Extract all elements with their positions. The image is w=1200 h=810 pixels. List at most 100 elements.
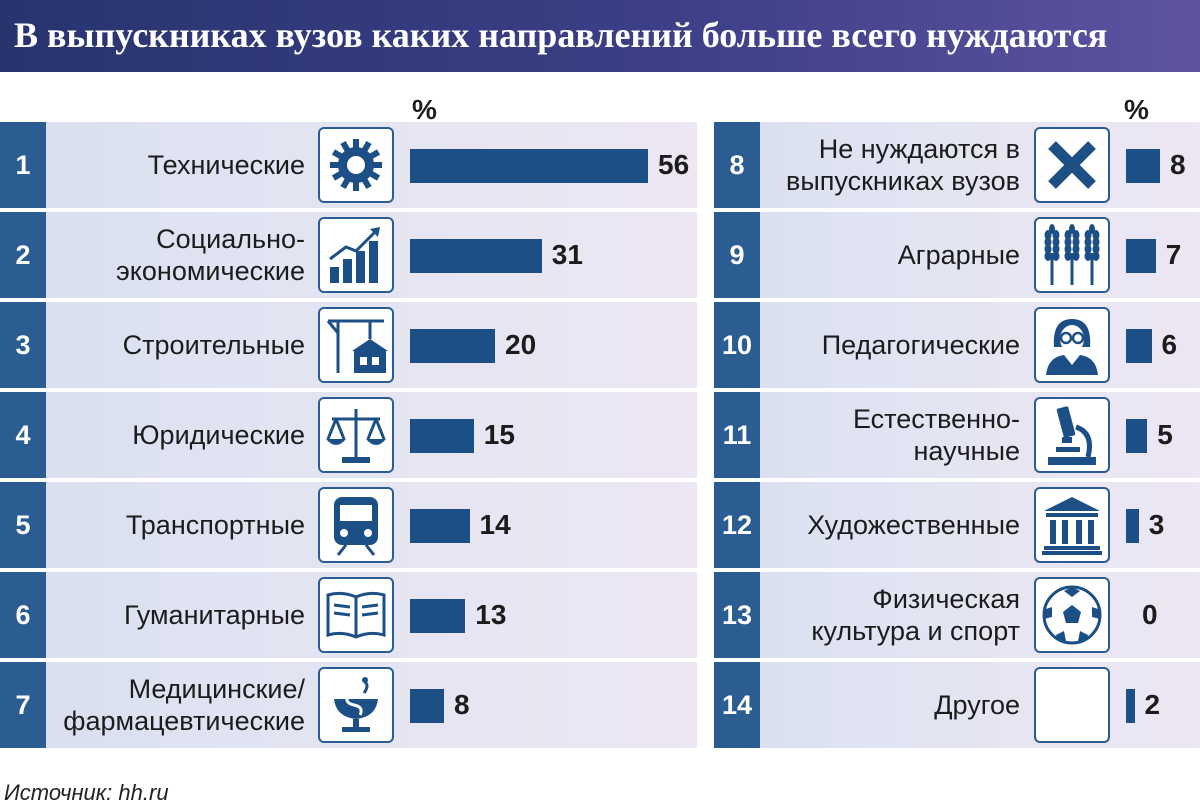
rank-number: 3 (0, 302, 46, 388)
chart-title: В выпускниках вузов каких направлений бо… (14, 15, 1108, 55)
chart-row: 2 Социально- экономические 31 (0, 212, 697, 298)
category-label: Педагогические (764, 302, 1020, 388)
chart-row: 13 Физическая культура и спорт 0 (714, 572, 1200, 658)
chart-row: 12 Художественные 3 (714, 482, 1200, 568)
category-label-text: Юридические (132, 420, 305, 450)
chart-row: 8 Не нуждаются в выпускниках вузов 8 (714, 122, 1200, 208)
chart-row: 11 Естественно- научные 5 (714, 392, 1200, 478)
bar (410, 149, 648, 183)
bar (1126, 329, 1152, 363)
category-label-text: Педагогические (821, 330, 1020, 360)
category-label-text: Естественно- научные (852, 404, 1020, 466)
category-label: Гуманитарные (50, 572, 305, 658)
category-label-text: Гуманитарные (123, 600, 305, 630)
category-label: Естественно- научные (764, 392, 1020, 478)
data-label: 31 (551, 239, 583, 270)
rank-number: 5 (0, 482, 46, 568)
percent-label-right: % (1124, 94, 1149, 125)
chart-row: 7 Медицинские/ фармацевтические 8 (0, 662, 697, 748)
category-label-text: Социально- экономические (116, 224, 305, 286)
data-label: 13 (475, 599, 507, 630)
data-label: 56 (658, 149, 690, 180)
category-label: Другое (764, 662, 1020, 748)
rank-number: 11 (714, 392, 760, 478)
chart-row: 5 Транспортные 14 (0, 482, 697, 568)
book-icon (318, 577, 394, 653)
rank-number: 7 (0, 662, 46, 748)
soccer-ball-icon (1034, 577, 1110, 653)
bar (1126, 149, 1160, 183)
category-label-text: Транспортные (125, 510, 305, 540)
data-label: 8 (1170, 149, 1186, 180)
rank-number: 8 (714, 122, 760, 208)
category-label: Технические (50, 122, 305, 208)
data-label: 14 (479, 509, 511, 540)
chart-row: 9 Аграрные 7 (714, 212, 1200, 298)
bar (1126, 689, 1135, 723)
data-label: 0 (1142, 599, 1158, 630)
data-label: 6 (1161, 329, 1178, 360)
percent-label-left: % (412, 94, 437, 125)
category-label-text: Технические (147, 150, 305, 180)
chart-row: 3 Строительные 20 (0, 302, 697, 388)
bar (410, 419, 474, 453)
bar (1126, 509, 1139, 543)
museum-icon (1034, 487, 1110, 563)
category-label: Социально- экономические (50, 212, 305, 298)
category-label-text: Не нуждаются в выпускниках вузов (786, 134, 1020, 196)
rank-number: 14 (714, 662, 760, 748)
category-label: Транспортные (50, 482, 305, 568)
data-label: 2 (1144, 689, 1161, 720)
bar (410, 239, 542, 273)
cross-icon (1034, 127, 1110, 203)
bar (410, 689, 444, 723)
data-label: 15 (483, 419, 515, 450)
rank-number: 13 (714, 572, 760, 658)
data-label: 20 (505, 329, 537, 360)
category-label-text: Медицинские/ фармацевтические (63, 674, 305, 736)
chart-row: 6 Гуманитарные 13 (0, 572, 697, 658)
rank-number: 2 (0, 212, 46, 298)
bar (1126, 419, 1148, 453)
data-label: 8 (454, 689, 470, 720)
chart-row: 1 Технические 56 (0, 122, 697, 208)
bar (410, 599, 466, 633)
chart-row: 4 Юридические 15 (0, 392, 697, 478)
train-icon (318, 487, 394, 563)
rank-number: 10 (714, 302, 760, 388)
header-banner: В выпускниках вузов каких направлений бо… (0, 0, 1200, 72)
bar (410, 509, 470, 543)
rank-number: 9 (714, 212, 760, 298)
bar (1126, 239, 1156, 273)
rank-number: 1 (0, 122, 46, 208)
data-label: 7 (1165, 239, 1182, 270)
category-label: Не нуждаются в выпускниках вузов (764, 122, 1020, 208)
empty-icon (1034, 667, 1110, 743)
category-label: Юридические (50, 392, 305, 478)
category-label-text: Художественные (807, 510, 1020, 540)
category-label: Физическая культура и спорт (764, 572, 1020, 658)
chart-row: 14 Другое 2 (714, 662, 1200, 748)
data-label: 3 (1148, 509, 1165, 540)
rank-number: 6 (0, 572, 46, 658)
rank-number: 4 (0, 392, 46, 478)
category-label: Строительные (50, 302, 305, 388)
crane-icon (318, 307, 394, 383)
category-label-text: Строительные (122, 330, 305, 360)
rank-number: 12 (714, 482, 760, 568)
wheat-icon (1034, 217, 1110, 293)
source-note: Источник: hh.ru (4, 780, 169, 805)
category-label-text: Другое (934, 690, 1020, 720)
gear-icon (318, 127, 394, 203)
snake-bowl-icon (318, 667, 394, 743)
category-label: Художественные (764, 482, 1020, 568)
data-label: 5 (1157, 419, 1173, 450)
chart-row: 10 Педагогические 6 (714, 302, 1200, 388)
growth-chart-icon (318, 217, 394, 293)
category-label-text: Аграрные (897, 240, 1020, 270)
category-label: Аграрные (764, 212, 1020, 298)
microscope-icon (1034, 397, 1110, 473)
teacher-icon (1034, 307, 1110, 383)
category-label: Медицинские/ фармацевтические (50, 662, 305, 748)
category-label-text: Физическая культура и спорт (811, 584, 1020, 646)
